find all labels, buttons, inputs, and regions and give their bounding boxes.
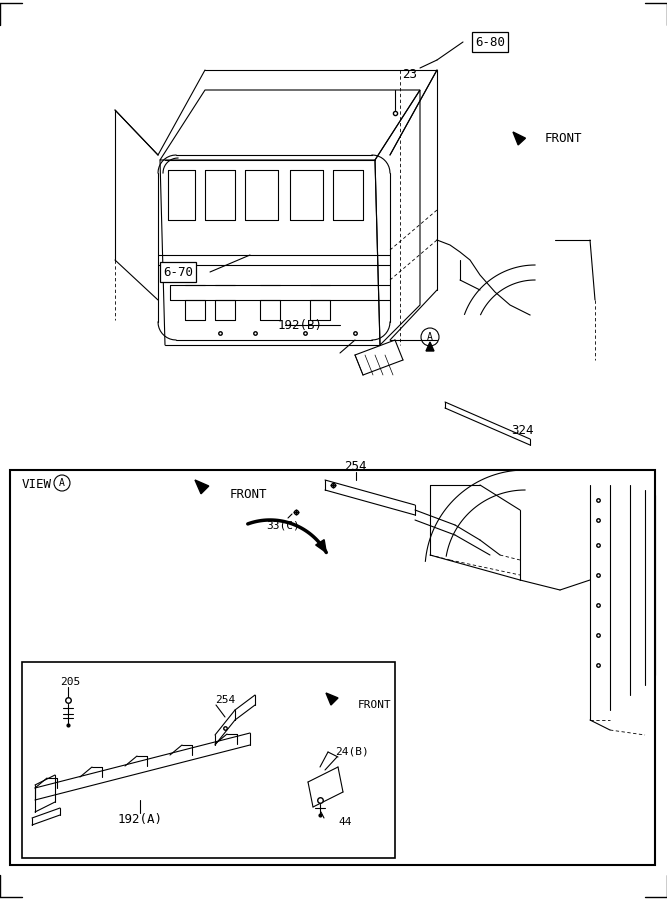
Text: A: A	[59, 478, 65, 488]
Text: A: A	[427, 332, 433, 342]
Text: FRONT: FRONT	[545, 131, 582, 145]
Text: 192(B): 192(B)	[277, 319, 323, 331]
Text: 24(B): 24(B)	[335, 747, 369, 757]
Polygon shape	[315, 540, 326, 553]
Text: FRONT: FRONT	[230, 488, 267, 500]
Text: 6-80: 6-80	[475, 35, 505, 49]
Text: 254: 254	[215, 695, 235, 705]
Text: 324: 324	[511, 424, 533, 436]
Text: VIEW: VIEW	[22, 478, 52, 491]
Text: 33(C): 33(C)	[266, 521, 300, 531]
Polygon shape	[513, 132, 526, 145]
Text: 192(A): 192(A)	[117, 814, 163, 826]
Polygon shape	[426, 342, 434, 351]
Text: 205: 205	[60, 677, 80, 687]
Text: FRONT: FRONT	[358, 700, 392, 710]
Polygon shape	[195, 480, 209, 494]
Text: 254: 254	[344, 461, 366, 473]
Text: 6-70: 6-70	[163, 266, 193, 278]
Bar	[22, 662, 395, 858]
Text: 23: 23	[402, 68, 417, 80]
Text: 44: 44	[338, 817, 352, 827]
Bar	[10, 470, 655, 865]
Polygon shape	[326, 693, 338, 705]
